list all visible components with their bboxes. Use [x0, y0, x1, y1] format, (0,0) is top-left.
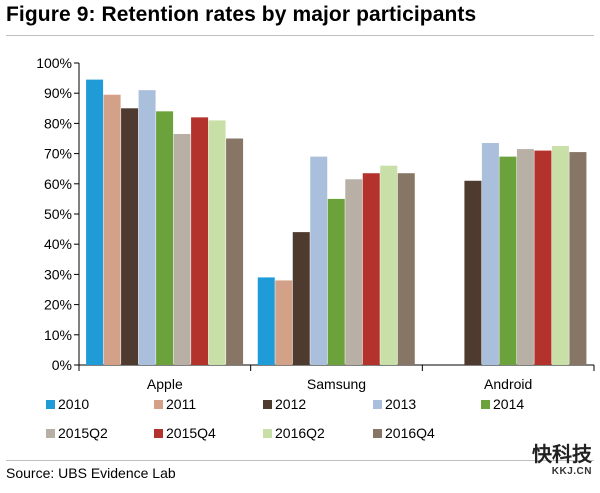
bar-samsung-2013	[310, 156, 328, 365]
y-tick-label: 100%	[36, 55, 72, 71]
legend-label: 2016Q2	[275, 425, 325, 441]
watermark-domain: KKJ.CN	[551, 466, 592, 477]
bar-android-2016q2	[551, 146, 569, 365]
bar-apple-2011	[103, 94, 121, 366]
chart-title: Figure 9: Retention rates by major parti…	[6, 3, 477, 26]
watermark-text: 快科技	[532, 444, 592, 466]
bar-samsung-2015q4	[362, 173, 380, 365]
footer-divider	[6, 460, 594, 461]
bar-android-2014	[499, 156, 517, 365]
bar-samsung-2014	[327, 198, 345, 365]
y-tick-label: 80%	[44, 115, 72, 131]
legend-swatch	[373, 400, 382, 409]
legend-label: 2015Q2	[58, 425, 108, 441]
legend-swatch	[46, 400, 55, 409]
legend-swatch	[154, 400, 163, 409]
bar-apple-2010	[86, 79, 104, 366]
bar-apple-2016q2	[208, 120, 226, 365]
bar-samsung-2016q4	[397, 173, 415, 365]
bar-apple-2012	[121, 108, 139, 366]
legend-swatch	[154, 429, 163, 438]
legend-label: 2014	[493, 396, 524, 412]
legend-label: 2015Q4	[166, 425, 216, 441]
x-tick-label: Apple	[147, 376, 183, 392]
bar-samsung-2016q2	[380, 165, 398, 365]
legend-swatch	[263, 429, 272, 438]
chart-axes: 0% 10% 20% 30% 40% 50% 60% 70% 80% 90% 100% Apple Sa…	[36, 55, 595, 392]
x-tick-label: Samsung	[307, 376, 366, 392]
y-tick-label: 10%	[44, 327, 72, 343]
bar-apple-2013	[138, 90, 156, 366]
y-tick-label: 50%	[44, 206, 72, 222]
legend-label: 2016Q4	[385, 425, 435, 441]
legend-swatch	[481, 400, 490, 409]
watermark-logo: 快科技 KKJ.CN	[532, 444, 592, 477]
source-note: Source: UBS Evidence Lab	[6, 465, 176, 481]
bar-samsung-2015q2	[345, 179, 363, 365]
legend-swatch	[373, 429, 382, 438]
bar-apple-2015q4	[191, 117, 209, 365]
bar-android-2015q4	[534, 150, 552, 365]
chart-bars	[86, 79, 587, 366]
y-tick-label: 60%	[44, 176, 72, 192]
bar-android-2016q4	[569, 152, 587, 365]
bar-apple-2014	[156, 111, 174, 365]
y-tick-label: 90%	[44, 85, 72, 101]
legend-label: 2013	[385, 396, 416, 412]
legend-swatch	[46, 429, 55, 438]
bar-samsung-2011	[275, 280, 293, 365]
bar-android-2012	[464, 180, 482, 365]
bar-samsung-2010	[257, 277, 275, 365]
title-divider	[6, 35, 594, 36]
bar-samsung-2012	[292, 232, 310, 365]
bar-apple-2015q2	[173, 133, 191, 365]
x-tick-label: Android	[484, 376, 532, 392]
bar-apple-2016q4	[226, 138, 244, 365]
bar-android-2015q2	[516, 149, 534, 365]
legend-label: 2010	[58, 396, 89, 412]
legend-swatch	[263, 400, 272, 409]
y-tick-label: 0%	[52, 357, 72, 373]
bar-android-2013	[481, 143, 499, 365]
legend-label: 2012	[275, 396, 306, 412]
y-tick-label: 40%	[44, 236, 72, 252]
y-tick-label: 30%	[44, 266, 72, 282]
legend-label: 2011	[166, 396, 196, 412]
chart-legend: 2010 2011 2012 2013 2014 2015Q2 2015Q4 2016Q2 20…	[46, 396, 524, 441]
y-tick-label: 20%	[44, 297, 72, 313]
y-tick-label: 70%	[44, 146, 72, 162]
